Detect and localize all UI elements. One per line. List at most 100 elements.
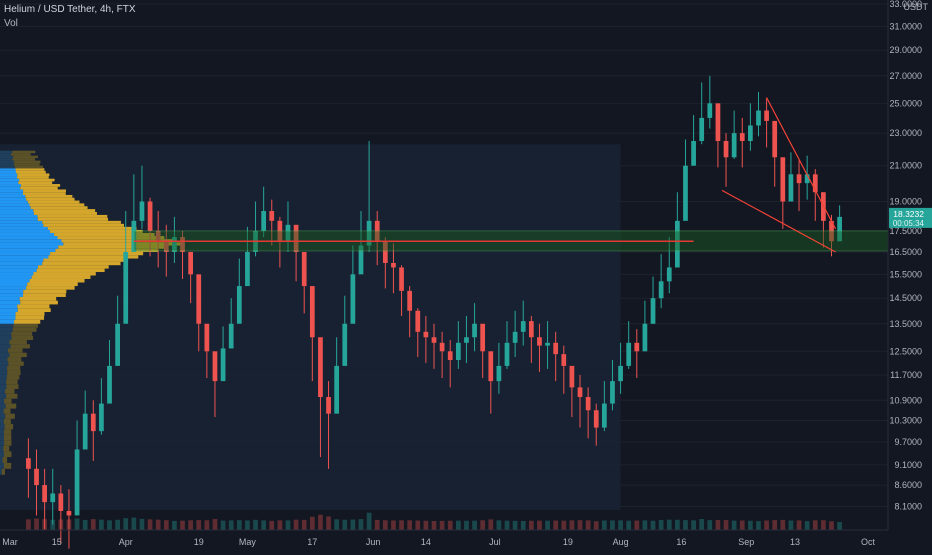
- volume-profile-bar-down: [58, 245, 167, 249]
- volume-bar: [431, 521, 437, 530]
- candle-body: [504, 342, 510, 366]
- candle-body: [318, 337, 323, 398]
- candle-body: [472, 323, 477, 338]
- volume-profile-bar-down: [15, 165, 44, 169]
- volume-profile-bar-down: [16, 170, 46, 174]
- volume-profile-bar-down: [29, 203, 85, 207]
- candle-body: [715, 103, 721, 142]
- volume-profile-bar-up: [0, 408, 4, 414]
- volume-profile-bar-down: [3, 434, 12, 441]
- candle-body: [26, 458, 31, 469]
- candle-body: [496, 365, 502, 382]
- candle-body: [520, 321, 526, 332]
- volume-profile-bar-down: [2, 457, 8, 463]
- candle-body: [431, 337, 437, 343]
- volume-bar: [512, 520, 518, 530]
- candle-body: [374, 220, 380, 242]
- volume-profile-bar-down: [12, 150, 36, 154]
- volume-profile-bar-up: [0, 258, 44, 262]
- volume-profile-bar-up: [0, 168, 16, 171]
- volume-profile-bar-up: [0, 344, 11, 349]
- volume-profile-bar-up: [0, 340, 10, 345]
- candle-body: [196, 274, 202, 324]
- volume-bar: [115, 519, 120, 530]
- volume-profile-bar-down: [3, 445, 10, 452]
- volume-profile-bar-up: [0, 248, 56, 252]
- price-tick-label: 23.0000: [889, 128, 922, 138]
- volume-profile-bar-up: [0, 282, 28, 287]
- volume-profile-bar-up: [0, 413, 6, 419]
- volume-profile-bar-down: [43, 258, 124, 262]
- candle-body: [764, 110, 769, 121]
- candle-body: [74, 449, 80, 516]
- candle-body: [212, 351, 218, 382]
- candle-body: [82, 413, 88, 450]
- volume-profile-bar-up: [0, 184, 22, 187]
- candle-body: [537, 337, 542, 346]
- volume-profile-bar-up: [0, 296, 20, 301]
- volume-bar: [585, 520, 591, 530]
- volume-profile-bar-up: [0, 384, 7, 389]
- price-tick-label: 14.5000: [889, 293, 922, 303]
- volume-bar: [285, 520, 291, 530]
- candle-body: [739, 133, 745, 142]
- volume-profile-bar-up: [0, 239, 62, 243]
- volume-bar: [382, 520, 388, 530]
- volume-profile-bar-down: [11, 335, 34, 341]
- volume-bar: [480, 520, 486, 530]
- volume-bar: [691, 520, 696, 530]
- volume-profile-bar-up: [0, 457, 3, 463]
- candle-body: [139, 201, 145, 221]
- volume-bar: [439, 520, 445, 530]
- volume-profile-bar-up: [0, 424, 5, 430]
- volume-profile-bar-up: [0, 286, 27, 290]
- candle-body: [115, 323, 120, 366]
- volume-profile-bar-down: [19, 296, 57, 301]
- volume-profile-bar-down: [37, 214, 108, 218]
- volume-bar: [74, 518, 80, 530]
- volume-bar: [593, 521, 599, 530]
- volume-profile-bar-down: [17, 308, 51, 313]
- volume-profile-bar-up: [0, 323, 14, 328]
- volume-profile-bar-down: [3, 462, 12, 469]
- candle-body: [829, 220, 834, 242]
- candle-body: [634, 342, 640, 352]
- volume-bar: [253, 519, 258, 530]
- volume-profile-bar-down: [15, 312, 45, 316]
- symbol-title: Helium / USD Tether, 4h, FTX: [4, 4, 136, 15]
- volume-bar: [569, 520, 575, 530]
- volume-profile-bar-down: [54, 232, 155, 237]
- volume-bar: [90, 519, 96, 530]
- volume-profile-bar-down: [20, 186, 58, 190]
- candle-body: [326, 397, 331, 414]
- candle-body: [204, 323, 210, 352]
- volume-bar: [131, 517, 137, 530]
- volume-label: Vol: [4, 18, 18, 29]
- volume-profile-bar-down: [5, 403, 17, 409]
- volume-profile-bar-down: [7, 365, 21, 371]
- volume-bar: [269, 520, 275, 530]
- volume-profile-bar-down: [50, 251, 144, 256]
- candle-body: [796, 174, 802, 184]
- volume-profile-bar-down: [33, 209, 96, 213]
- volume-profile-bar-down: [48, 255, 139, 259]
- candle-body: [650, 298, 656, 324]
- volume-bar: [804, 521, 810, 530]
- volume-profile-bar-up: [0, 440, 5, 446]
- candle-body: [147, 201, 153, 231]
- volume-profile-bar-up: [0, 293, 24, 297]
- candle-body: [675, 220, 680, 268]
- candle-body: [553, 342, 559, 355]
- time-tick-label: 15: [52, 537, 62, 547]
- candle-body: [293, 224, 299, 252]
- volume-profile-bar-down: [1, 468, 5, 475]
- volume-bar: [472, 520, 477, 530]
- volume-profile-bar-down: [49, 229, 143, 233]
- volume-profile-bar-down: [12, 327, 37, 332]
- volume-bar: [293, 519, 299, 530]
- volume-profile-bar-up: [0, 163, 14, 166]
- volume-profile-bar-down: [31, 275, 91, 279]
- volume-profile-bar-down: [33, 272, 96, 276]
